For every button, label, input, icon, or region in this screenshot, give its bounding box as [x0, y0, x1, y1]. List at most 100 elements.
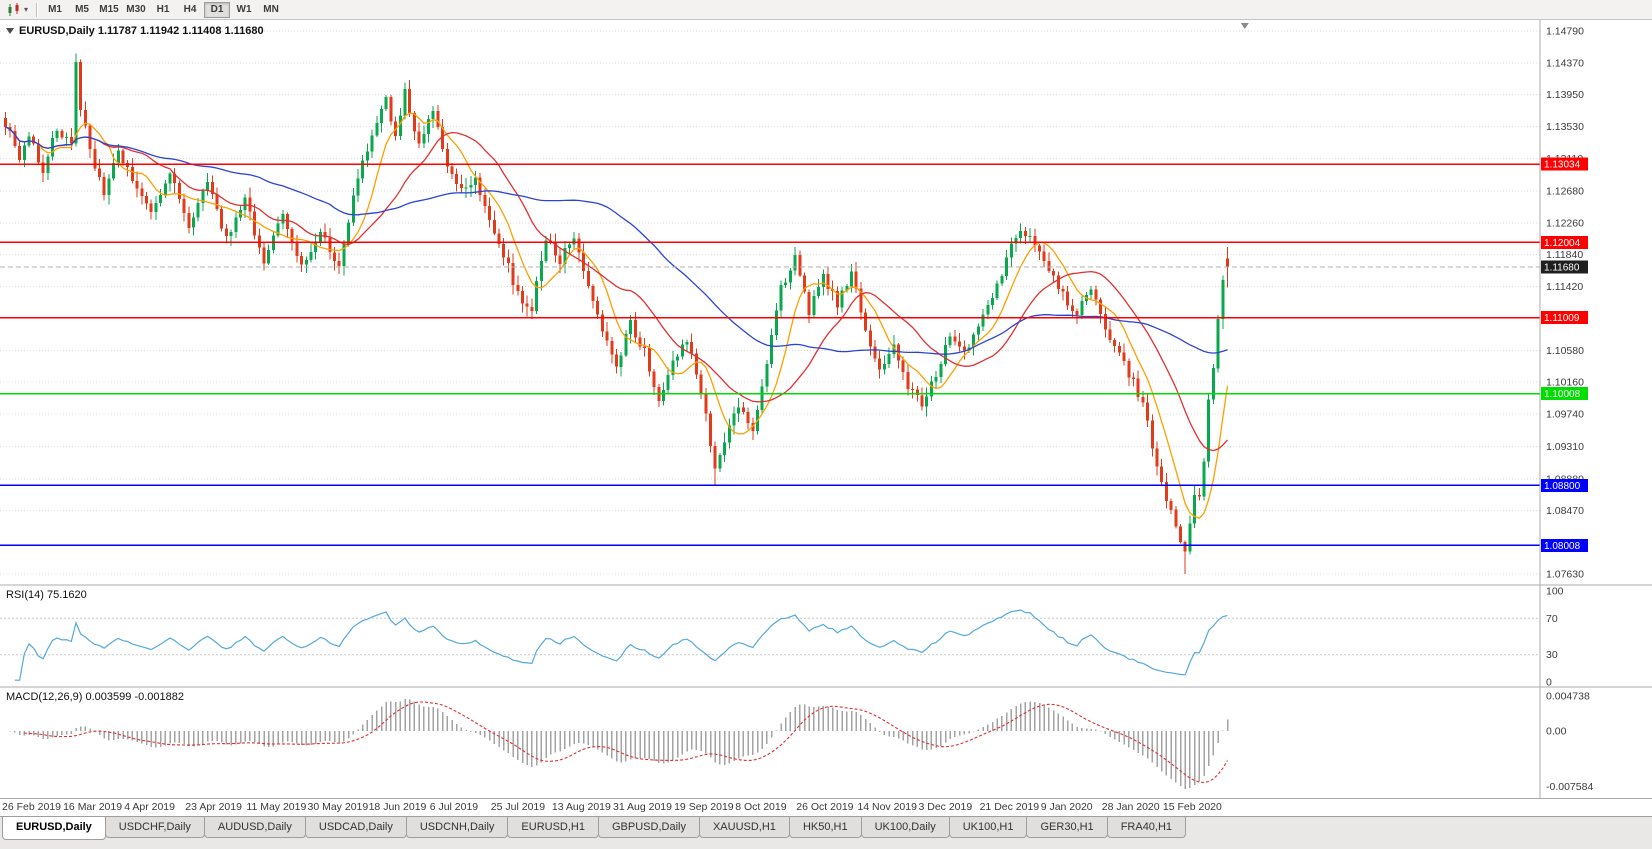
svg-text:100: 100 [1546, 586, 1564, 598]
date-axis-label: 18 Jun 2019 [368, 801, 427, 813]
chart-shift-marker [1240, 23, 1249, 29]
macd-indicator-label: MACD(12,26,9) 0.003599 -0.001882 [6, 691, 184, 703]
svg-text:1.09310: 1.09310 [1546, 441, 1584, 453]
svg-text:-0.007584: -0.007584 [1546, 781, 1593, 793]
date-axis-label: 19 Sep 2019 [674, 801, 734, 813]
date-axis-label: 16 Mar 2019 [63, 801, 123, 813]
timeframe-buttons-group: M1 M5 M15 M30 H1 H4 D1 W1 MN [42, 1, 284, 18]
ma-fast-line [5, 112, 1229, 519]
timeframe-button-m30[interactable]: M30 [126, 3, 146, 15]
svg-text:1.10160: 1.10160 [1546, 377, 1584, 389]
svg-text:1.10580: 1.10580 [1546, 345, 1584, 357]
panel-separators [0, 20, 1652, 798]
dropdown-caret-icon: ▾ [24, 4, 29, 14]
timeframe-button-h1[interactable]: H1 [156, 3, 170, 15]
svg-text:1.11840: 1.11840 [1546, 249, 1583, 261]
date-axis-label: 23 Apr 2019 [185, 801, 242, 813]
svg-text:1.13530: 1.13530 [1546, 121, 1584, 133]
date-axis-label: 6 Jul 2019 [429, 801, 479, 813]
price-level-tags: 1.13034 1.12004 1.11009 1.10008 1.08800 1.080… [1541, 157, 1588, 552]
chart-tab-eurusd-daily[interactable]: EURUSD,Daily [2, 817, 106, 840]
date-axis-label: 8 Oct 2019 [735, 801, 787, 813]
date-axis-label: 21 Dec 2019 [979, 801, 1040, 813]
timeframe-button-mn[interactable]: MN [263, 3, 279, 15]
date-axis-label: 4 Apr 2019 [124, 801, 175, 813]
timeframe-button-m15[interactable]: M15 [99, 3, 119, 15]
ma-slow-line [5, 126, 1228, 355]
svg-text:0.004738: 0.004738 [1546, 691, 1590, 703]
date-axis-label: 26 Oct 2019 [796, 801, 854, 813]
timeframe-button-w1[interactable]: W1 [236, 3, 252, 15]
timeframe-button-m5[interactable]: M5 [75, 3, 89, 15]
svg-text:1.10008: 1.10008 [1544, 389, 1581, 400]
svg-text:1.11009: 1.11009 [1544, 313, 1580, 324]
timeframe-button-d1[interactable]: D1 [204, 1, 231, 18]
svg-text:1.11680: 1.11680 [1544, 262, 1580, 273]
svg-text:30: 30 [1546, 649, 1558, 661]
candles-layer [4, 53, 1229, 574]
price-gridlines [0, 30, 1540, 575]
svg-text:1.13034: 1.13034 [1544, 160, 1581, 171]
chart-tab-xauusd-h1[interactable]: XAUUSD,H1 [698, 817, 790, 838]
one-click-trading-icon[interactable] [6, 28, 14, 34]
svg-text:1.09740: 1.09740 [1546, 409, 1584, 421]
svg-text:1.08008: 1.08008 [1544, 541, 1581, 552]
date-axis-label: 30 May 2019 [307, 801, 369, 813]
moving-averages-layer [5, 112, 1229, 519]
date-axis-label: 31 Aug 2019 [613, 801, 672, 813]
rsi-line [14, 609, 1228, 681]
macd-panel: 0.004738 0.00 -0.007584 [9, 691, 1593, 793]
chart-tab-fra40-h1[interactable]: FRA40,H1 [1106, 817, 1187, 838]
svg-text:1.12260: 1.12260 [1546, 217, 1584, 229]
chart-header: EURUSD,Daily 1.11787 1.11942 1.11408 1.1… [6, 25, 264, 37]
chart-ohlc-text: EURUSD,Daily 1.11787 1.11942 1.11408 1.1… [19, 25, 264, 37]
svg-text:1.08470: 1.08470 [1546, 505, 1584, 517]
horizontal-level-lines[interactable] [0, 163, 1540, 547]
svg-text:1.11420: 1.11420 [1546, 281, 1583, 293]
date-axis-label: 9 Jan 2020 [1040, 801, 1093, 813]
svg-text:1.12680: 1.12680 [1546, 186, 1584, 198]
date-axis-label: 3 Dec 2019 [918, 801, 973, 813]
svg-text:0: 0 [1546, 677, 1552, 689]
chart-tabs-bar: EURUSD,Daily USDCHF,Daily AUDUSD,Daily USDC… [0, 816, 1652, 849]
date-axis-label: 26 Feb 2019 [2, 801, 61, 813]
svg-text:1.14370: 1.14370 [1546, 57, 1584, 69]
candlestick-chart-icon [8, 2, 19, 16]
svg-text:70: 70 [1546, 613, 1558, 625]
date-axis-label: 28 Jan 2020 [1101, 801, 1160, 813]
date-axis-label: 11 May 2019 [246, 801, 307, 813]
svg-text:1.08800: 1.08800 [1544, 481, 1581, 492]
date-axis-label: 13 Aug 2019 [551, 801, 611, 813]
macd-histogram [9, 699, 1229, 789]
macd-signal-line [24, 701, 1228, 784]
price-axis[interactable]: 1.147901.143701.139501.135301.131101.126… [1546, 26, 1584, 581]
svg-text:0.00: 0.00 [1546, 726, 1567, 738]
chart-canvas[interactable]: 1.147901.143701.139501.135301.131101.126… [0, 20, 1652, 798]
date-axis-label: 25 Jul 2019 [490, 801, 546, 813]
timeframe-button-m1[interactable]: M1 [48, 3, 62, 15]
time-axis[interactable]: 26 Feb 2019 16 Mar 2019 4 Apr 2019 23 Apr 2… [0, 798, 1652, 816]
chart-tab-eurusd-h1[interactable]: EURUSD,H1 [507, 817, 599, 838]
rsi-panel: 100 70 30 0 [0, 586, 1564, 689]
chart-type-button[interactable]: ▾ [3, 2, 31, 18]
chart-tab-usdchf-daily[interactable]: USDCHF,Daily [104, 817, 205, 838]
ma-mid-line [5, 126, 1228, 452]
rsi-indicator-label: RSI(14) 75.1620 [6, 589, 87, 601]
chart-tab-gbpusd-daily[interactable]: GBPUSD,Daily [598, 817, 700, 838]
chart-tab-ger30-h1[interactable]: GER30,H1 [1026, 817, 1108, 838]
svg-text:1.14790: 1.14790 [1546, 26, 1584, 38]
date-axis-label: 14 Nov 2019 [857, 801, 917, 813]
toolbar-separator [36, 2, 38, 17]
timeframe-toolbar: ▾ M1 M5 M15 M30 H1 H4 D1 W1 MN [0, 0, 1652, 20]
chart-tab-uk100-h1[interactable]: UK100,H1 [948, 817, 1028, 838]
chart-tab-audusd-daily[interactable]: AUDUSD,Daily [203, 817, 306, 838]
svg-text:1.07630: 1.07630 [1546, 569, 1584, 581]
svg-text:1.12004: 1.12004 [1544, 238, 1581, 249]
timeframe-button-h4[interactable]: H4 [183, 3, 197, 15]
svg-text:1.13950: 1.13950 [1546, 89, 1584, 101]
chart-tab-usdcad-daily[interactable]: USDCAD,Daily [304, 817, 407, 838]
chart-tab-hk50-h1[interactable]: HK50,H1 [788, 817, 862, 838]
chart-tab-uk100-daily[interactable]: UK100,Daily [860, 817, 950, 838]
chart-tab-usdcnh-daily[interactable]: USDCNH,Daily [405, 817, 509, 838]
